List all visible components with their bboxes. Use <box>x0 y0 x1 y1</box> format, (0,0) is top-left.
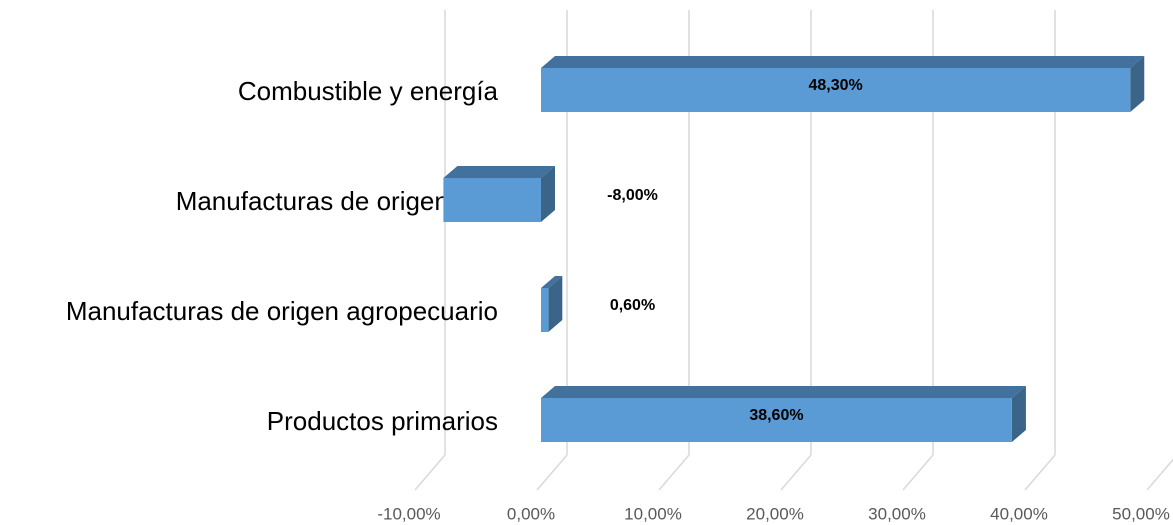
floor-line <box>536 454 568 491</box>
value-label: -8,00% <box>607 187 658 204</box>
x-tick-label: 0,00% <box>507 504 555 523</box>
category-label: Combustible y energía <box>238 76 499 106</box>
floor-line <box>902 454 934 491</box>
value-label: 38,60% <box>749 407 803 424</box>
floor-line <box>1146 458 1173 491</box>
bar <box>443 166 555 222</box>
bar <box>541 386 1026 442</box>
category-label: Manufacturas de origen agropecuario <box>66 296 498 326</box>
x-tick-label: 10,00% <box>624 504 682 523</box>
x-tick-label: 20,00% <box>746 504 804 523</box>
floor-line <box>1024 454 1056 491</box>
category-label: Productos primarios <box>267 406 498 436</box>
x-tick-label: 50,00% <box>1112 504 1170 523</box>
x-tick-label: 40,00% <box>990 504 1048 523</box>
x-tick-label: -10,00% <box>377 504 440 523</box>
value-label: 0,60% <box>610 297 655 314</box>
floor-line <box>658 454 690 491</box>
floor-line <box>780 454 812 491</box>
value-label: 48,30% <box>808 77 862 94</box>
bar <box>541 276 563 332</box>
floor-line <box>414 454 446 491</box>
x-tick-label: 30,00% <box>868 504 926 523</box>
bar <box>541 56 1145 112</box>
